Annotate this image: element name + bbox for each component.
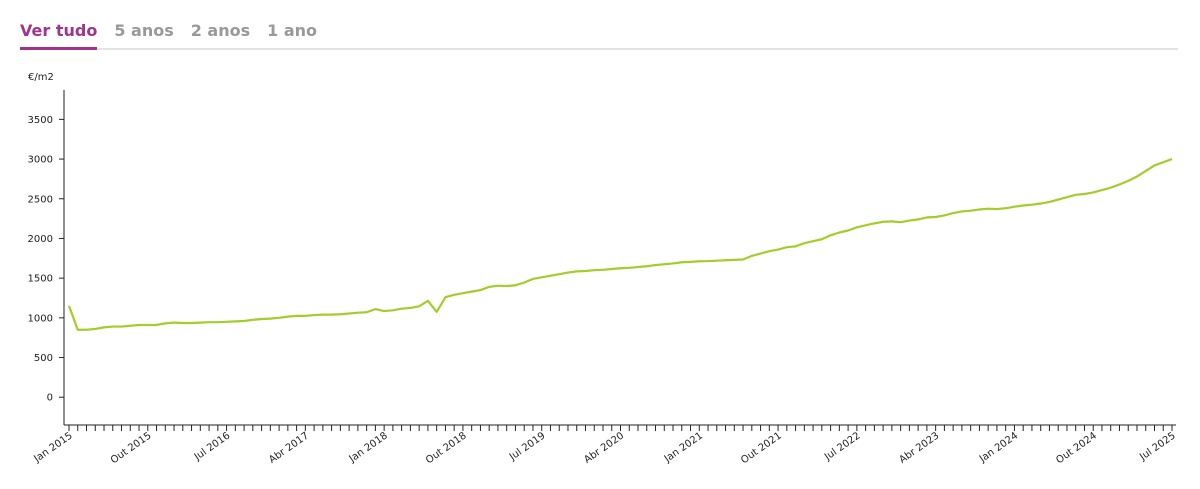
x-tick-label: Jul 2019	[507, 430, 547, 463]
x-tick-group: Out 2021	[739, 430, 784, 466]
x-tick-group: Jul 2025	[1137, 430, 1177, 463]
x-tick-label: Jan 2024	[977, 430, 1020, 465]
x-tick-group: Out 2018	[424, 430, 469, 466]
x-tick-label: Abr 2023	[897, 430, 941, 465]
tab[interactable]: 5 anos	[114, 21, 174, 40]
x-tick-label: Jan 2021	[662, 430, 705, 465]
x-tick-group: Out 2015	[109, 430, 154, 466]
y-tick-label: 2500	[28, 194, 53, 205]
tab[interactable]: Ver tudo	[20, 18, 98, 50]
x-tick-group: Jul 2016	[192, 430, 232, 463]
x-tick-label: Jan 2018	[347, 430, 390, 465]
x-tick-label: Out 2021	[739, 430, 784, 466]
x-tick-label: Out 2024	[1054, 430, 1099, 466]
x-tick-group: Jan 2018	[347, 430, 390, 465]
tab[interactable]: 2 anos	[190, 21, 251, 40]
x-tick-label: Out 2018	[424, 430, 469, 466]
y-axis-label: €/m2	[28, 72, 54, 83]
tab[interactable]: 1 ano	[267, 21, 318, 40]
x-tick-group: Abr 2017	[267, 430, 311, 465]
tab-bar: Ver tudo 5 anos 2 anos 1 ano	[20, 18, 1178, 50]
y-tick-label: 2000	[28, 234, 53, 245]
x-tick-group: Jan 2024	[977, 430, 1020, 465]
x-tick-label: Out 2015	[109, 430, 154, 466]
x-tick-label: Abr 2017	[267, 430, 311, 465]
x-tick-group: Out 2024	[1054, 430, 1099, 466]
x-tick-group: Jul 2022	[822, 430, 862, 463]
x-tick-group: Jan 2021	[662, 430, 705, 465]
y-tick-label: 1500	[28, 274, 53, 285]
x-tick-group: Jul 2019	[507, 430, 547, 463]
x-tick-label: Abr 2020	[582, 430, 626, 465]
x-tick-label: Jul 2016	[192, 430, 232, 463]
y-tick-label: 3500	[28, 115, 53, 126]
y-tick-label: 3000	[28, 155, 53, 166]
x-tick-group: Abr 2020	[582, 430, 626, 465]
x-tick-label: Jul 2025	[1137, 430, 1177, 463]
x-tick-label: Jul 2022	[822, 430, 862, 463]
x-tick-group: Abr 2023	[897, 430, 941, 465]
y-tick-label: 1000	[28, 313, 53, 324]
y-tick-label: 500	[34, 353, 53, 364]
y-tick-label: 0	[47, 393, 53, 404]
data-line	[67, 158, 1173, 331]
x-tick-label: Jan 2015	[32, 430, 75, 465]
x-tick-group: Jan 2015	[32, 430, 75, 465]
